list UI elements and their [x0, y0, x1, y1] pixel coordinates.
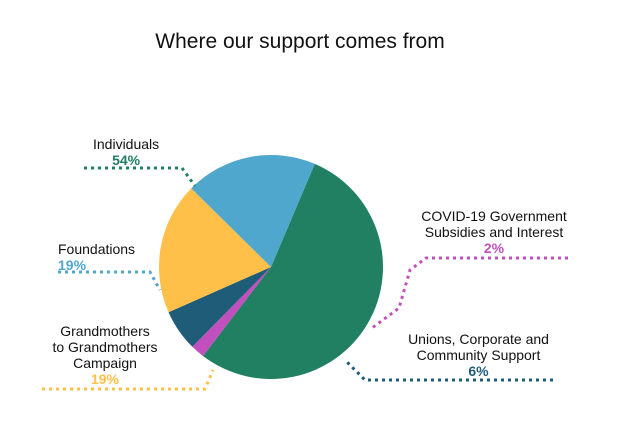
label-grandmothers-pct: 19% [90, 371, 120, 387]
label-covid-name-2: Subsidies and Interest [424, 224, 564, 240]
label-covid: COVID-19 Government Subsidies and Intere… [410, 208, 578, 256]
leader-line-grandmothers [42, 369, 215, 391]
label-grandmothers-name-2: to Grandmothers [52, 339, 158, 355]
label-foundations-pct: 19% [58, 257, 87, 273]
leader-line-unions [345, 360, 553, 382]
label-individuals: Individuals 54% [93, 136, 159, 168]
label-unions-name-1: Unions, Corporate and [408, 331, 549, 347]
label-grandmothers-name-3: Campaign [73, 355, 137, 371]
pie-slice-unions-corporate-and-community-support [168, 267, 271, 347]
label-unions-pct: 6% [468, 363, 489, 379]
label-individuals-pct: 54% [112, 152, 141, 168]
label-unions-name-2: Community Support [416, 347, 541, 363]
label-grandmothers-name-1: Grandmothers [60, 323, 150, 339]
label-covid-name-1: COVID-19 Government [421, 208, 567, 224]
label-grandmothers: Grandmothers to Grandmothers Campaign 19… [40, 323, 170, 387]
label-individuals-name: Individuals [93, 136, 160, 152]
label-foundations: Foundations 19% [58, 241, 135, 273]
chart-title: Where our support comes from [155, 30, 445, 53]
pie-slice-grandmothers-to-grandmothers-campaign [158, 188, 271, 313]
label-foundations-name: Foundations [58, 241, 136, 257]
leader-line-foundations [58, 270, 162, 291]
label-covid-pct: 2% [483, 240, 505, 256]
leader-line-individuals [84, 166, 197, 187]
label-unions: Unions, Corporate and Community Support … [396, 331, 561, 379]
pie-slice-covid-19-government-subsidies-and-interest [192, 267, 271, 356]
leader-line-covid [371, 256, 568, 330]
pie-slice-foundations [191, 154, 315, 267]
pie-slice-individuals [202, 163, 383, 379]
